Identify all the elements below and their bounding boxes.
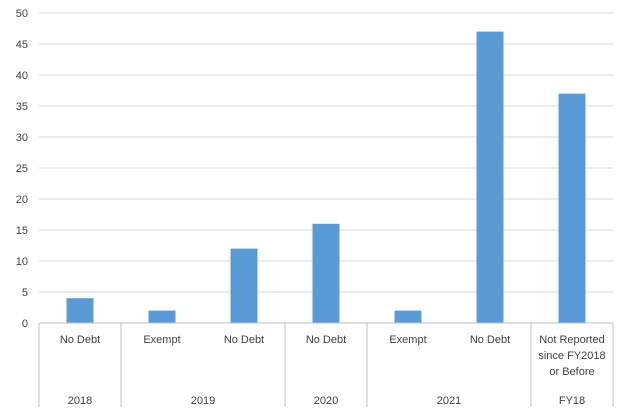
x-group-label: 2018	[68, 395, 92, 407]
x-category-label: No Debt	[224, 334, 264, 346]
x-group-label: 2019	[191, 395, 215, 407]
x-category-label: Exempt	[143, 334, 180, 346]
x-group-label: 2021	[437, 395, 461, 407]
y-tick-label: 50	[16, 8, 28, 20]
y-tick-label: 25	[16, 163, 28, 175]
y-tick-label: 15	[16, 225, 28, 237]
y-tick-label: 45	[16, 39, 28, 51]
y-axis-tick-labels: 0 5 10 15 20 25 30 35 40 45 50	[16, 8, 28, 330]
y-tick-label: 30	[16, 132, 28, 144]
y-tick-label: 35	[16, 101, 28, 113]
y-tick-label: 0	[22, 318, 28, 330]
y-tick-label: 20	[16, 194, 28, 206]
x-category-label: No Debt	[306, 334, 346, 346]
bar	[66, 298, 94, 323]
bar	[394, 310, 422, 323]
x-axis: No Debt Exempt No Debt No Debt Exempt No Debt…	[38, 322, 614, 407]
x-category-label: Exempt	[389, 334, 426, 346]
x-group-label: 2020	[314, 395, 338, 407]
y-tick-label: 5	[22, 287, 28, 299]
bar	[312, 223, 340, 323]
y-tick-label: 40	[16, 70, 28, 82]
bar	[476, 31, 504, 323]
x-category-label: No Debt	[470, 334, 510, 346]
bar	[148, 310, 176, 323]
x-category-label: No Debt	[60, 334, 100, 346]
y-tick-label: 10	[16, 256, 28, 268]
x-group-label: FY18	[559, 395, 585, 407]
bars	[66, 31, 586, 323]
bar	[558, 93, 586, 323]
x-category-label: Not Reported since FY2018 or Before	[538, 334, 605, 378]
gridlines	[39, 12, 613, 293]
bar	[230, 248, 258, 323]
